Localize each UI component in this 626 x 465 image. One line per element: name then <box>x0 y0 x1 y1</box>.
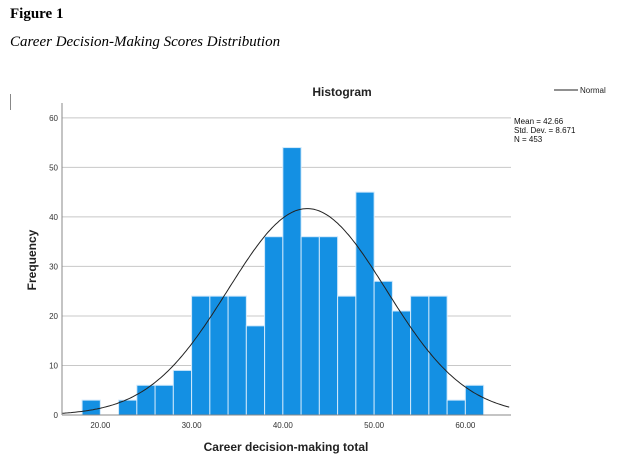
y-tick-label: 60 <box>49 114 58 123</box>
histogram-bar <box>81 399 101 416</box>
histogram-bar <box>446 399 466 416</box>
histogram-bar <box>227 295 247 416</box>
y-axis-label: Frequency <box>25 229 39 290</box>
y-tick-label: 30 <box>49 262 58 271</box>
x-tick-label: 30.00 <box>182 421 203 430</box>
figure-caption: Career Decision-Making Scores Distributi… <box>10 34 281 50</box>
histogram-bar <box>154 384 174 416</box>
y-tick-label: 0 <box>54 411 59 420</box>
stat-sd: Std. Dev. = 8.671 <box>514 126 576 135</box>
histogram-bar <box>245 325 266 416</box>
histogram-bar <box>391 310 412 416</box>
legend-label: Normal <box>580 86 606 95</box>
histogram-bar <box>355 191 375 416</box>
y-tick-label: 40 <box>49 213 58 222</box>
x-tick-label: 60.00 <box>455 421 476 430</box>
histogram-bar <box>136 384 156 416</box>
normal-curve <box>61 208 510 414</box>
histogram-bar <box>464 384 485 416</box>
figure-label: Figure 1 <box>10 6 64 22</box>
x-tick-label: 50.00 <box>364 421 385 430</box>
y-tick-label: 10 <box>49 361 58 370</box>
histogram-bar <box>172 369 193 416</box>
x-tick-label: 20.00 <box>90 421 111 430</box>
x-axis-label: Career decision-making total <box>204 440 369 454</box>
text-cursor <box>10 94 11 110</box>
histogram-bar <box>264 236 284 416</box>
chart-title: Histogram <box>312 85 371 99</box>
histogram-bar <box>191 295 211 416</box>
y-tick-label: 50 <box>49 163 58 172</box>
stat-mean: Mean = 42.66 <box>514 117 564 126</box>
y-tick-label: 20 <box>49 312 58 321</box>
x-tick-label: 40.00 <box>273 421 294 430</box>
stat-n: N = 453 <box>514 135 543 144</box>
histogram-bar <box>410 295 430 416</box>
histogram-bar <box>337 295 357 416</box>
histogram-bar <box>318 236 339 416</box>
histogram-bar <box>300 236 320 416</box>
histogram-bar <box>282 147 302 416</box>
histogram-bar <box>373 280 393 416</box>
